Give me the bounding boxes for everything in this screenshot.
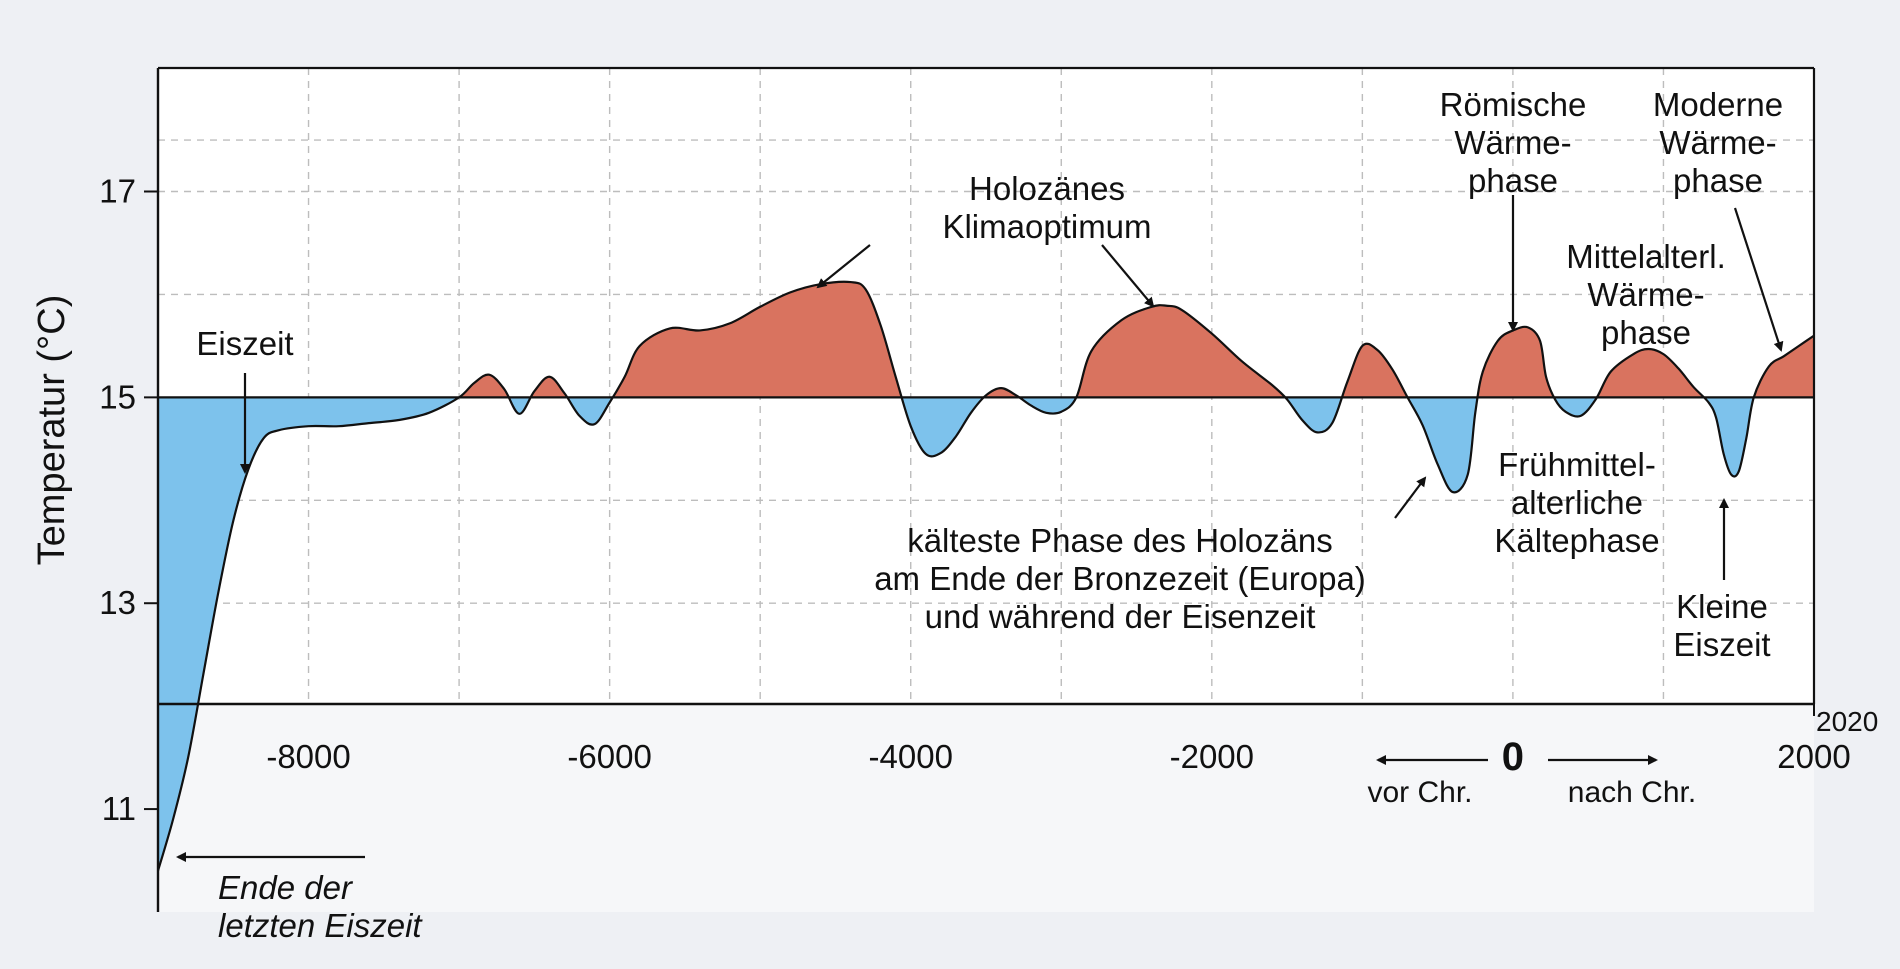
y-axis-label: Temperatur (°C) bbox=[31, 295, 73, 566]
temperature-curve bbox=[156, 280, 1815, 872]
annotation-moderne: Moderne Wärme-phase bbox=[1653, 86, 1783, 199]
area-above-baseline bbox=[459, 281, 1814, 398]
x-tick-label: -2000 bbox=[1170, 738, 1254, 775]
y-tick-label: 13 bbox=[99, 584, 136, 621]
lower-band bbox=[158, 704, 1814, 912]
annotation-line: Römische bbox=[1440, 86, 1587, 123]
arrow-optimum-left bbox=[816, 244, 871, 289]
arrow-optimum-right bbox=[1101, 244, 1155, 308]
annotation-line: Wärme- bbox=[1587, 276, 1704, 313]
annotation-ende-eiszeit: Ende der letzten Eiszeit bbox=[218, 869, 423, 944]
y-tick-label: 17 bbox=[99, 173, 136, 210]
x-tick-label: -8000 bbox=[266, 738, 350, 775]
annotation-line: Mittelalterl. bbox=[1566, 238, 1726, 275]
annotation-line: Wärme- bbox=[1659, 124, 1776, 161]
annotation-line: Wärme- bbox=[1454, 124, 1571, 161]
annotation-line: Klimaoptimum bbox=[942, 208, 1151, 245]
x-tick-label: -4000 bbox=[869, 738, 953, 775]
y-tick-label: 15 bbox=[99, 378, 136, 415]
annotation-roemische: Römische Wärme-phase bbox=[1440, 86, 1587, 199]
annotation-line: phase bbox=[1601, 314, 1691, 351]
annotation-line: Kältephase bbox=[1494, 522, 1659, 559]
annotation-line: Moderne bbox=[1653, 86, 1783, 123]
annotation-line: Frühmittel- bbox=[1498, 446, 1656, 483]
annotation-line: letzten Eiszeit bbox=[218, 907, 423, 944]
annotation-line: nach Chr. bbox=[1568, 776, 1696, 809]
annotation-line: Ende der bbox=[218, 869, 354, 906]
annotation-mittelalter: Mittelalterl. Wärme-phase bbox=[1566, 238, 1726, 351]
annotation-vor-chr: vor Chr. bbox=[1367, 776, 1472, 809]
annotation-line: Kleine bbox=[1676, 588, 1768, 625]
annotation-holozaen-optimum: Holozänes Klimaoptimum bbox=[942, 170, 1151, 245]
x-tick-label: 0 bbox=[1502, 735, 1524, 779]
x-end-label-2020: 2020 bbox=[1816, 706, 1878, 737]
annotation-line: alterliche bbox=[1511, 484, 1643, 521]
x-tick-label: 2000 bbox=[1777, 738, 1850, 775]
annotation-kleine-eiszeit: Kleine Eiszeit bbox=[1673, 588, 1770, 663]
arrow-moderne bbox=[1733, 207, 1784, 352]
arrow-kaelteste bbox=[1394, 476, 1427, 519]
annotation-line: und während der Eisenzeit bbox=[925, 598, 1316, 635]
annotation-line: Eiszeit bbox=[196, 325, 293, 362]
annotation-line: kälteste Phase des Holozäns bbox=[907, 522, 1333, 559]
x-tick-label: -6000 bbox=[567, 738, 651, 775]
annotation-kaelteste: kälteste Phase des Holozäns am Ende der B… bbox=[874, 522, 1366, 635]
annotation-line: Eiszeit bbox=[1673, 626, 1770, 663]
y-axis-ticks: 17 15 13 11 bbox=[99, 173, 158, 827]
annotation-line: vor Chr. bbox=[1367, 776, 1472, 809]
annotation-line: am Ende der Bronzezeit (Europa) bbox=[874, 560, 1366, 597]
annotation-fruehmittel: Frühmittel-alterliche Kältephase bbox=[1494, 446, 1659, 559]
annotation-line: Holozänes bbox=[969, 170, 1125, 207]
y-tick-label: 11 bbox=[102, 790, 136, 827]
annotation-line: phase bbox=[1468, 162, 1558, 199]
annotation-eiszeit: Eiszeit bbox=[196, 325, 293, 362]
annotation-line: phase bbox=[1673, 162, 1763, 199]
annotation-nach-chr: nach Chr. bbox=[1568, 776, 1696, 809]
